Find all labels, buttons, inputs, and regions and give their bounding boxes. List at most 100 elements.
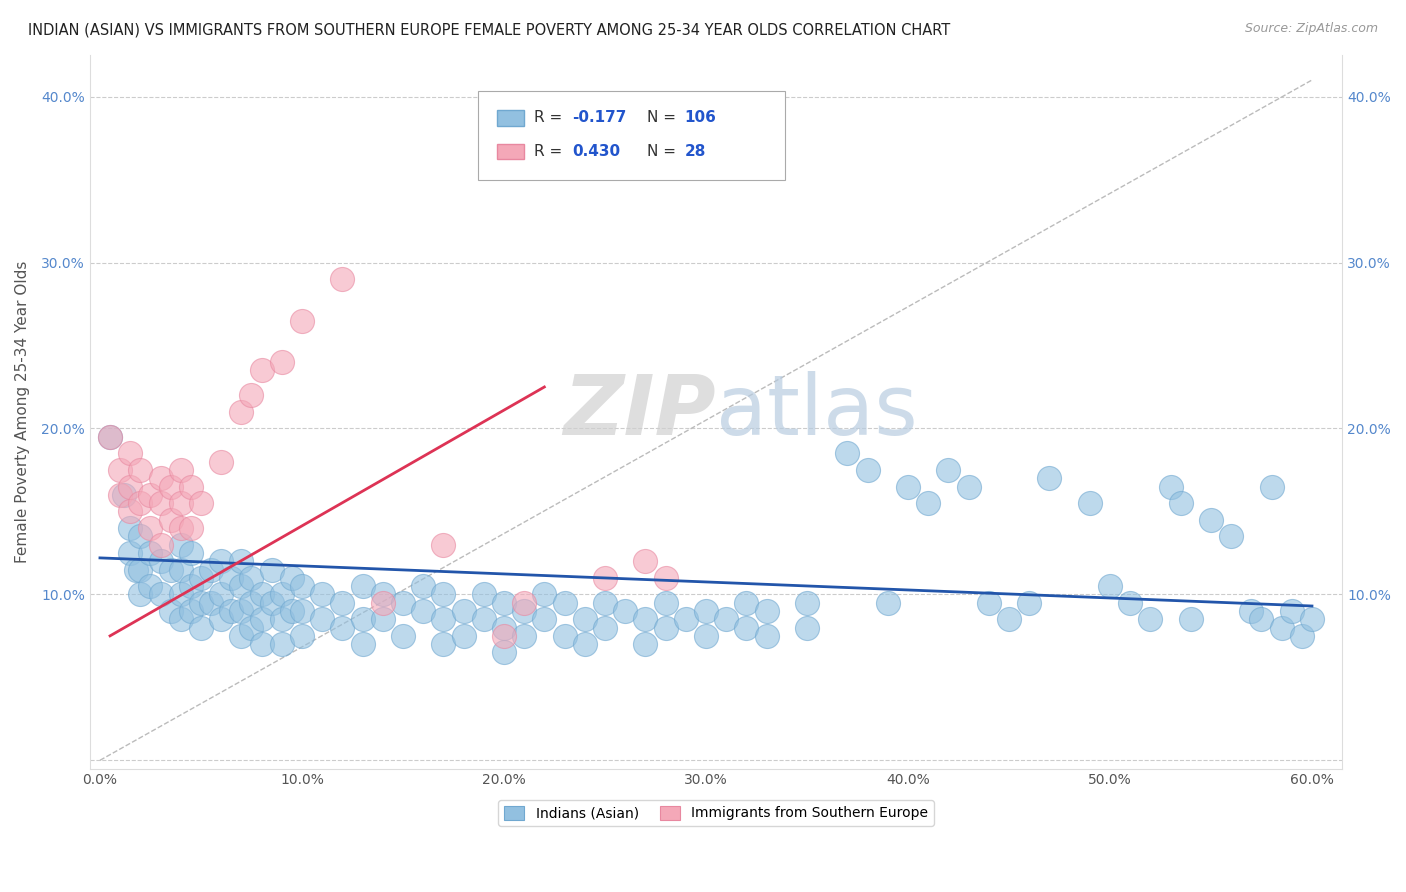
- Point: [139, 488, 162, 502]
- Point: [291, 629, 314, 643]
- Point: [634, 612, 657, 626]
- Point: [231, 604, 253, 618]
- Point: [998, 612, 1021, 626]
- Point: [654, 571, 676, 585]
- Point: [513, 604, 536, 618]
- Point: [240, 621, 263, 635]
- Point: [1018, 596, 1040, 610]
- Point: [270, 612, 292, 626]
- Point: [231, 554, 253, 568]
- Point: [593, 621, 616, 635]
- Point: [1260, 479, 1282, 493]
- Point: [170, 496, 193, 510]
- Point: [1291, 629, 1313, 643]
- Point: [654, 596, 676, 610]
- Point: [120, 446, 142, 460]
- Point: [593, 571, 616, 585]
- Point: [735, 621, 758, 635]
- Point: [98, 430, 121, 444]
- Point: [291, 579, 314, 593]
- Point: [695, 604, 717, 618]
- Point: [432, 538, 454, 552]
- Point: [219, 571, 242, 585]
- Point: [129, 496, 152, 510]
- Point: [170, 587, 193, 601]
- Point: [938, 463, 960, 477]
- Point: [371, 587, 394, 601]
- Point: [492, 596, 515, 610]
- Point: [412, 604, 434, 618]
- Point: [129, 463, 152, 477]
- Point: [554, 629, 576, 643]
- Point: [513, 596, 536, 610]
- Point: [837, 446, 859, 460]
- Point: [876, 596, 898, 610]
- Y-axis label: Female Poverty Among 25-34 Year Olds: Female Poverty Among 25-34 Year Olds: [15, 260, 30, 563]
- Point: [1250, 612, 1272, 626]
- Point: [1078, 496, 1101, 510]
- Point: [270, 637, 292, 651]
- Point: [260, 562, 283, 576]
- Point: [432, 587, 454, 601]
- Point: [977, 596, 1000, 610]
- Point: [957, 479, 980, 493]
- Point: [231, 629, 253, 643]
- Point: [755, 604, 778, 618]
- Point: [352, 612, 374, 626]
- Point: [200, 596, 222, 610]
- Point: [231, 579, 253, 593]
- Point: [209, 554, 232, 568]
- Point: [614, 604, 637, 618]
- FancyBboxPatch shape: [478, 91, 785, 180]
- Point: [1240, 604, 1263, 618]
- Point: [149, 587, 172, 601]
- Point: [533, 612, 555, 626]
- Point: [714, 612, 737, 626]
- Point: [1199, 513, 1222, 527]
- Point: [159, 513, 181, 527]
- Point: [129, 529, 152, 543]
- Point: [139, 521, 162, 535]
- Text: ZIP: ZIP: [564, 371, 716, 452]
- Point: [593, 596, 616, 610]
- Point: [200, 562, 222, 576]
- Point: [120, 479, 142, 493]
- Point: [125, 562, 148, 576]
- Point: [755, 629, 778, 643]
- Point: [311, 587, 333, 601]
- Point: [654, 621, 676, 635]
- Point: [1220, 529, 1243, 543]
- FancyBboxPatch shape: [496, 110, 524, 126]
- Point: [1098, 579, 1121, 593]
- Point: [281, 571, 304, 585]
- Point: [453, 629, 475, 643]
- Point: [291, 604, 314, 618]
- Point: [129, 587, 152, 601]
- Point: [574, 637, 596, 651]
- Point: [492, 645, 515, 659]
- Point: [634, 554, 657, 568]
- Point: [209, 455, 232, 469]
- Text: Source: ZipAtlas.com: Source: ZipAtlas.com: [1244, 22, 1378, 36]
- Point: [330, 596, 353, 610]
- Point: [675, 612, 697, 626]
- Point: [250, 637, 273, 651]
- Point: [1301, 612, 1323, 626]
- Point: [1139, 612, 1161, 626]
- Point: [190, 571, 212, 585]
- Point: [120, 521, 142, 535]
- Point: [170, 521, 193, 535]
- Point: [240, 571, 263, 585]
- Text: R =: R =: [534, 144, 568, 159]
- Point: [371, 612, 394, 626]
- Point: [533, 587, 555, 601]
- Point: [513, 629, 536, 643]
- Text: INDIAN (ASIAN) VS IMMIGRANTS FROM SOUTHERN EUROPE FEMALE POVERTY AMONG 25-34 YEA: INDIAN (ASIAN) VS IMMIGRANTS FROM SOUTHE…: [28, 22, 950, 37]
- Point: [209, 587, 232, 601]
- Point: [108, 488, 131, 502]
- Point: [281, 604, 304, 618]
- Point: [392, 596, 415, 610]
- Point: [432, 612, 454, 626]
- Point: [250, 587, 273, 601]
- Point: [270, 587, 292, 601]
